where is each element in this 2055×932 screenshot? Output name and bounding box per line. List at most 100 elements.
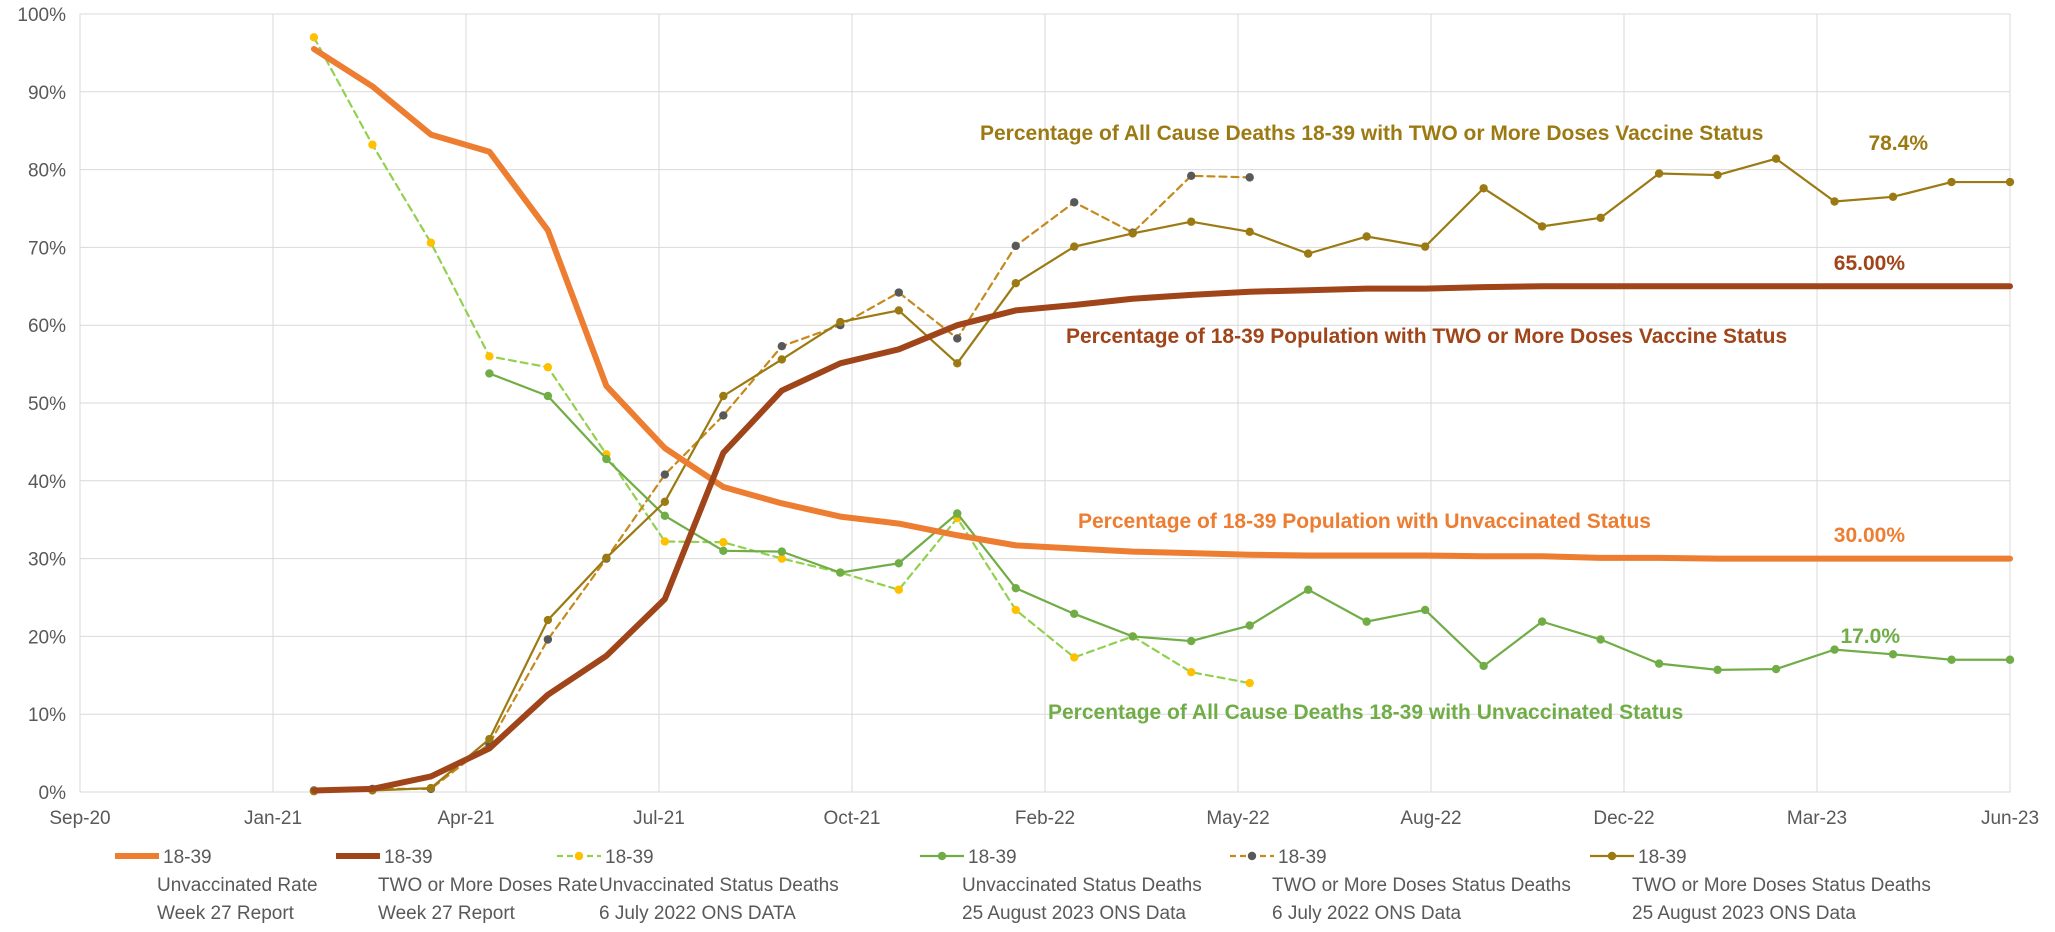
data-point (426, 783, 436, 793)
legend-label: 18-39 (384, 847, 433, 868)
legend-marker (937, 851, 947, 861)
data-point (1537, 617, 1547, 626)
annotation-a5: Percentage of 18-39 Population with Unva… (1078, 510, 1651, 533)
data-point (1537, 222, 1547, 231)
y-tick-label: 100% (17, 5, 66, 26)
data-point (719, 391, 728, 401)
data-point (485, 352, 494, 361)
data-point (777, 547, 787, 556)
legend-label: Week 27 Report (378, 903, 516, 924)
x-tick-label: Apr-21 (437, 808, 494, 829)
data-point (660, 497, 670, 507)
data-point (485, 734, 494, 744)
x-tick-label: Dec-22 (1593, 808, 1654, 829)
data-point (894, 288, 903, 297)
data-point (953, 359, 962, 368)
y-tick-label: 20% (28, 627, 66, 648)
x-tick-label: Sep-20 (49, 808, 110, 829)
legend-label: 25 August 2023 ONS Data (962, 903, 1186, 924)
data-point (777, 554, 787, 563)
legend-marker (574, 851, 584, 861)
annotation-a7: 17.0% (1840, 625, 1900, 648)
data-point (1187, 171, 1196, 181)
series-line-5 (312, 174, 1251, 792)
data-point (1245, 173, 1254, 182)
data-point (894, 559, 903, 568)
y-tick-label: 70% (28, 238, 66, 259)
data-point (1420, 242, 1430, 251)
y-axis-ticks: 0% 10% 20% 30% 40% 50% 60% 70% 80% 90% 100% (17, 5, 66, 804)
legend-label: 6 July 2022 ONS DATA (599, 903, 796, 924)
data-point (1479, 661, 1488, 671)
data-point (1888, 650, 1898, 659)
series-line-6 (312, 157, 2012, 793)
data-point (1128, 229, 1137, 238)
series-line-2 (310, 283, 2013, 794)
data-point (1070, 198, 1079, 207)
x-tick-label: Oct-21 (823, 808, 880, 829)
data-point (1362, 617, 1371, 626)
data-point (1187, 667, 1196, 677)
y-tick-label: 0% (39, 783, 67, 804)
data-point (1245, 227, 1254, 237)
legend-label: 18-39 (163, 847, 212, 868)
annotations: Percentage of All Cause Deaths 18-39 wit… (980, 122, 1928, 724)
data-point (602, 553, 611, 563)
y-tick-label: 30% (28, 550, 66, 571)
data-point (953, 334, 962, 343)
legend-label: 18-39 (605, 847, 654, 868)
data-point (1947, 655, 1956, 664)
data-point (1070, 242, 1079, 251)
data-point (1947, 177, 1956, 187)
data-point (543, 363, 553, 372)
data-point (309, 33, 319, 42)
data-point (602, 454, 611, 464)
legend-label: TWO or More Doses Status Deaths (1272, 875, 1571, 896)
data-point (426, 238, 436, 247)
data-point (660, 470, 670, 479)
y-tick-label: 80% (28, 161, 66, 182)
y-tick-label: 90% (28, 83, 66, 104)
data-point (719, 538, 728, 547)
data-point (1303, 585, 1313, 594)
data-point (719, 411, 728, 420)
data-point (1011, 605, 1020, 615)
data-point (777, 342, 787, 351)
data-point (1070, 609, 1079, 619)
data-point (485, 369, 494, 378)
x-tick-label: May-22 (1206, 808, 1269, 829)
data-point (894, 306, 903, 315)
legend-marker (1247, 851, 1257, 861)
x-tick-label: Aug-22 (1400, 808, 1461, 829)
data-point (836, 568, 845, 577)
annotation-a3: 65.00% (1834, 252, 1906, 275)
data-point (1654, 169, 1664, 178)
series-line-1 (310, 46, 2013, 562)
data-point (719, 546, 728, 556)
data-point (543, 615, 553, 625)
y-tick-label: 50% (28, 394, 66, 415)
annotation-a8: Percentage of All Cause Deaths 18-39 wit… (1048, 701, 1683, 724)
data-point (1245, 678, 1254, 688)
data-point (368, 140, 377, 149)
data-point (2005, 655, 2015, 664)
series-line-3 (312, 36, 1251, 685)
data-point (1888, 192, 1898, 202)
legend-label: Week 27 Report (157, 903, 295, 924)
data-point (1830, 645, 1839, 654)
y-tick-label: 40% (28, 472, 66, 493)
legend-label: TWO or More Doses Status Deaths (1632, 875, 1931, 896)
annotation-a2: 78.4% (1868, 132, 1928, 155)
data-point (1187, 636, 1196, 646)
data-point (2005, 177, 2015, 187)
legend-label: Unvaccinated Status Deaths (599, 875, 839, 896)
x-tick-label: Feb-22 (1015, 808, 1075, 829)
x-tick-label: Jan-21 (244, 808, 302, 829)
data-point (953, 509, 962, 518)
data-point (894, 585, 903, 594)
data-point (1713, 170, 1722, 180)
legend: 18-39 Unvaccinated Rate Week 27 Report 18-3… (115, 847, 1931, 924)
y-tick-label: 60% (28, 316, 66, 337)
data-point (1011, 278, 1020, 288)
